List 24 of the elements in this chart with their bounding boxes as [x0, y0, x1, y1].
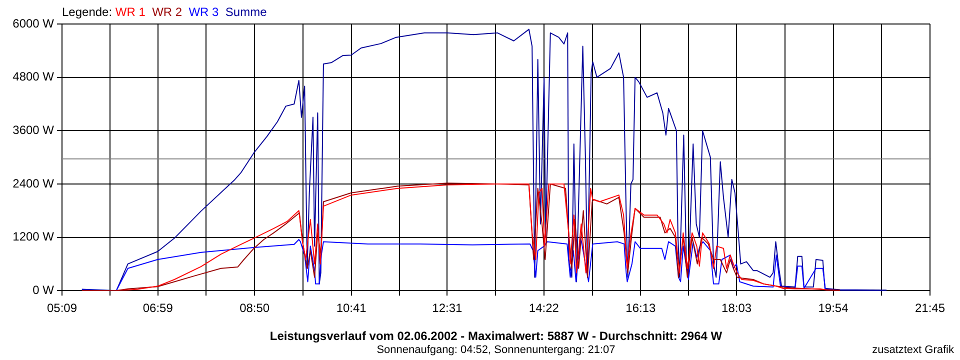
x-tick-label: 16:13: [626, 301, 656, 316]
x-tick-label: 06:59: [142, 301, 174, 316]
x-tick-label: 08:50: [240, 301, 270, 316]
x-tick-label: 12:31: [432, 301, 463, 316]
y-tick-label: 2400 W: [12, 176, 55, 190]
x-tick-label: 19:54: [818, 301, 849, 316]
text: Leistungsverlauf vom 02.06.2002 - Maximalwert: 5887 W - Durchschnitt: 2964 W: [268, 329, 724, 343]
x-tick-label: 05:09: [46, 301, 78, 316]
y-tick-label: 4800 W: [12, 70, 55, 84]
legend-title: Legende:: [62, 5, 112, 19]
text: WR 3: [188, 5, 219, 19]
text: Sonnenaufgang: 04:52, Sonnenuntergang: 21:07: [376, 344, 616, 356]
text: zusatztext Grafik: [872, 344, 954, 356]
text: WR 1: [115, 5, 146, 19]
y-tick-label: 1200 W: [12, 230, 55, 244]
y-tick-label: 0 W: [32, 282, 55, 297]
y-tick-label: 6000 W: [12, 16, 55, 30]
x-tick-label: 18:03: [722, 301, 752, 316]
text: Summe: [225, 5, 267, 19]
x-tick-label: 14:22: [528, 301, 560, 316]
y-tick-label: 3600 W: [12, 122, 55, 137]
text: WR 2: [152, 5, 182, 19]
x-tick-label: 21:45: [914, 301, 946, 316]
x-tick-label: 10:41: [336, 301, 367, 316]
